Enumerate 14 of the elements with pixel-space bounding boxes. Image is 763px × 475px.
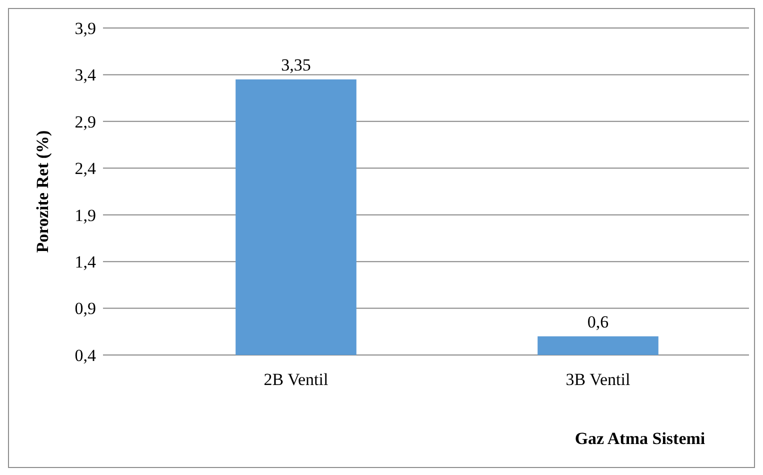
- data-label: 3,35: [281, 55, 311, 74]
- x-tick-label: 3B Ventil: [566, 370, 630, 389]
- y-tick-label: 3,4: [74, 66, 96, 85]
- data-label: 0,6: [587, 312, 609, 332]
- y-tick-label: 0,9: [74, 299, 96, 318]
- y-tick-label: 1,4: [74, 252, 96, 272]
- x-tick-label: 2B Ventil: [264, 370, 328, 389]
- y-tick-label: 2,4: [74, 159, 96, 178]
- y-tick-label: 1,9: [74, 206, 96, 225]
- y-tick-label: 3,9: [74, 18, 96, 38]
- y-tick-label: 0,4: [74, 346, 96, 365]
- y-tick-label: 2,9: [74, 112, 96, 132]
- y-axis-title: Porozite Ret (%): [33, 130, 52, 253]
- x-axis-title: Gaz Atma Sistemi: [574, 429, 706, 448]
